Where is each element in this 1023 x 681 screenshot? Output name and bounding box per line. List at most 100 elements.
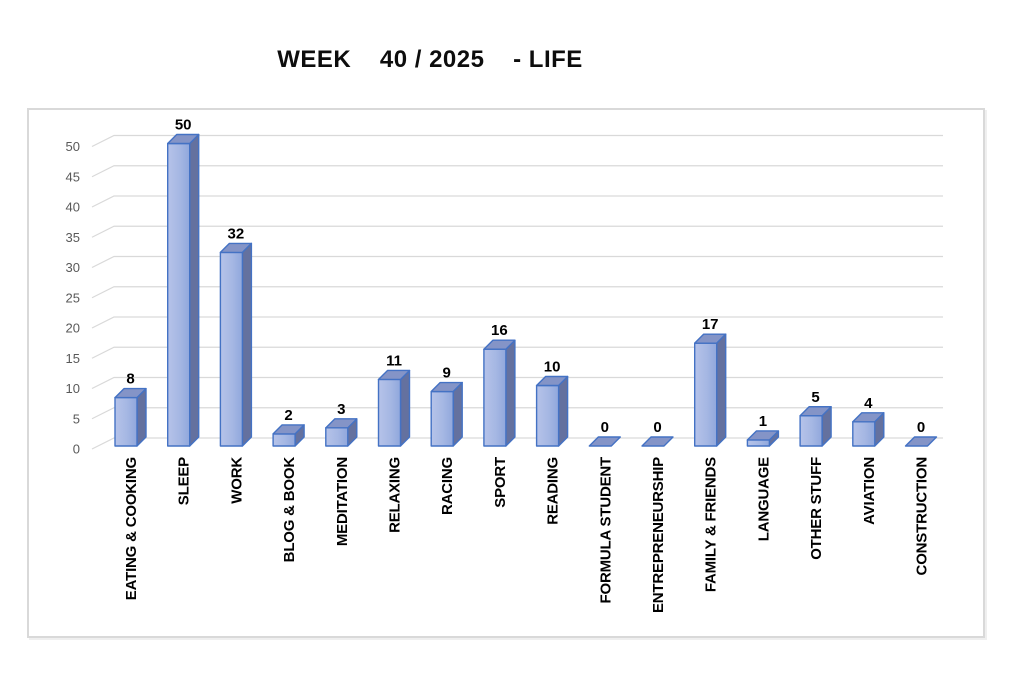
gridline — [91, 346, 943, 359]
bar-value-label: 0 — [601, 419, 609, 436]
bar-group: 16 SPORT — [483, 322, 516, 508]
bar-group: 8 EATING & COOKING — [114, 371, 147, 600]
bar-value-label: 32 — [228, 225, 245, 242]
bar-value-label: 17 — [702, 316, 719, 333]
bar-top-face — [852, 412, 885, 423]
y-tick-label: 20 — [66, 321, 80, 336]
bar-value-label: 1 — [759, 413, 767, 430]
bar-top-face — [694, 333, 727, 344]
y-tick-label: 45 — [66, 169, 80, 184]
bar-front-face — [166, 142, 191, 447]
bar-group: 4 AVIATION — [852, 395, 885, 525]
bar-group: 17 FAMILY & FRIENDS — [694, 316, 727, 592]
category-label: BLOG & BOOK — [281, 457, 298, 563]
bar-group: 0 CONSTRUCTION — [904, 419, 938, 575]
bar-front-face — [483, 348, 507, 447]
bar-group: 0 ENTREPRENEURSHIP — [641, 419, 674, 613]
bar-group: 2 BLOG & BOOK — [272, 407, 305, 563]
category-label: MEDITATION — [334, 457, 351, 546]
bar-group: 11 RELAXING — [377, 352, 411, 533]
gridline — [91, 407, 943, 420]
plot-area-frame: 0 5 10 15 20 25 30 35 40 45 50 8 EATING & COOKING 50 S… — [27, 108, 985, 638]
bar-top-face — [272, 424, 305, 435]
bar-value-label: 3 — [337, 401, 345, 418]
bar-side-face — [557, 375, 569, 447]
bar-side-face — [241, 242, 253, 447]
bar-value-label: 0 — [917, 419, 925, 436]
chart-title: WEEK 40 / 2025 - LIFE — [277, 46, 583, 73]
bar-group: 5 OTHER STUFF — [799, 389, 832, 560]
bar-top-face — [430, 381, 463, 393]
bar-value-label: 16 — [491, 322, 508, 339]
category-label: RELAXING — [387, 457, 404, 533]
bar-top-face — [746, 430, 780, 441]
category-label: RACING — [439, 457, 456, 515]
bar-front-face — [272, 433, 296, 447]
gridline — [91, 165, 943, 178]
bar-top-face — [535, 375, 569, 387]
category-label: AVIATION — [861, 457, 878, 525]
bar-value-label: 10 — [544, 359, 561, 376]
y-tick-label: 0 — [73, 442, 80, 457]
bar-front-face — [114, 396, 138, 447]
bar-side-face — [188, 133, 200, 447]
y-tick-label: 40 — [66, 200, 80, 215]
category-label: READING — [545, 457, 562, 525]
bar-group: 32 WORK — [219, 225, 253, 504]
bar-top-face — [114, 387, 147, 399]
bar-front-face — [852, 421, 876, 447]
bar-side-face — [452, 381, 463, 447]
bar-value-label: 11 — [386, 352, 402, 369]
bar-front-face — [219, 251, 244, 447]
bar-front-face — [799, 415, 823, 447]
gridline — [91, 316, 943, 329]
y-tick-label: 30 — [66, 260, 80, 275]
gridline — [91, 286, 943, 299]
bar-value-label: 9 — [443, 365, 451, 382]
bar-value-label: 8 — [126, 371, 134, 388]
category-label: SPORT — [492, 457, 509, 508]
bar-front-face — [325, 427, 349, 447]
category-label: EATING & COOKING — [123, 457, 140, 600]
bar-front-face — [430, 390, 454, 447]
bar-top-face — [588, 436, 621, 447]
category-label: ENTREPRENEURSHIP — [650, 457, 667, 613]
bar-top-face — [219, 242, 253, 254]
bar-group: 9 RACING — [430, 365, 463, 515]
bar-top-face — [377, 369, 411, 381]
gridline — [91, 195, 943, 208]
y-tick-label: 5 — [73, 411, 80, 426]
bar-value-label: 50 — [175, 117, 192, 134]
bar-top-face — [166, 133, 200, 145]
category-label: CONSTRUCTION — [914, 457, 931, 575]
y-tick-label: 10 — [66, 381, 80, 396]
bar-side-face — [399, 369, 411, 447]
gridline — [91, 134, 943, 148]
category-label: FAMILY & FRIENDS — [703, 457, 720, 592]
bar-value-label: 2 — [284, 407, 292, 424]
category-label: SLEEP — [176, 457, 193, 505]
bar-front-face — [746, 439, 771, 447]
category-label: OTHER STUFF — [808, 457, 825, 560]
bar-top-face — [799, 406, 832, 417]
bar-front-face — [377, 378, 402, 447]
bar-front-face — [694, 342, 718, 447]
category-label: WORK — [228, 457, 245, 504]
bar-group: 0 FORMULA STUDENT — [588, 419, 621, 603]
bar-top-face — [641, 436, 674, 447]
gridline — [91, 376, 943, 390]
bar-group: 3 MEDITATION — [325, 401, 358, 546]
category-label: LANGUAGE — [755, 457, 772, 541]
bar-top-face — [904, 436, 938, 447]
bar-group: 50 SLEEP — [166, 117, 200, 505]
y-tick-label: 50 — [66, 139, 80, 154]
gridline — [91, 225, 943, 238]
bar-top-face — [483, 339, 516, 350]
bar-front-face — [535, 384, 560, 447]
bar-group: 1 LANGUAGE — [746, 413, 780, 541]
bar-group: 10 READING — [535, 359, 569, 525]
category-label: FORMULA STUDENT — [597, 457, 614, 603]
bar-value-label: 0 — [653, 419, 661, 436]
